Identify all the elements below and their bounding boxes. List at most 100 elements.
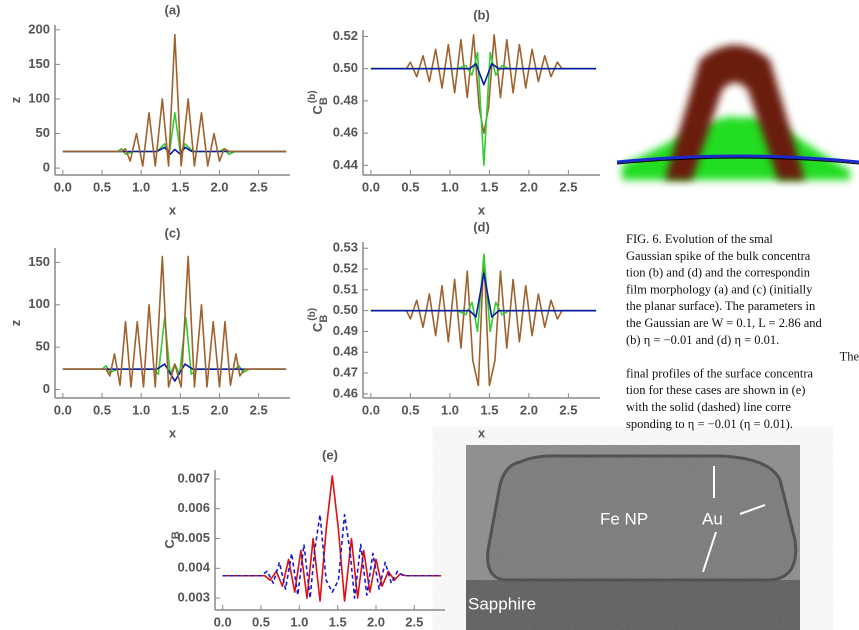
y-tick-label: 0 <box>43 381 50 396</box>
y-axis-label: CB(b) <box>307 308 330 332</box>
y-tick-label: 0.004 <box>177 560 210 575</box>
x-tick-label: 1.0 <box>441 179 459 194</box>
y-tick-label: 0.51 <box>333 281 358 296</box>
y-tick-label: 0.50 <box>333 60 358 75</box>
x-tick-label: 1.0 <box>132 179 150 194</box>
y-tick-label: 150 <box>28 254 50 269</box>
x-tick-label: 1.0 <box>441 402 459 417</box>
panel-title: (c) <box>165 225 181 240</box>
y-axis-label: z <box>8 319 23 326</box>
x-axis-label: x <box>478 202 486 217</box>
y-tick-label: 0.46 <box>333 125 358 140</box>
panel: (e) 0.0 0.5 1.0 1.5 2.0 2.5 0.003 0.004 0.005 0.00… <box>162 447 445 629</box>
y-tick-label: 0.007 <box>177 470 210 485</box>
data-line <box>370 272 597 318</box>
y-tick-label: 50 <box>36 339 50 354</box>
y-tick-label: 150 <box>28 56 50 71</box>
x-tick-label: 2.0 <box>367 614 385 629</box>
x-tick-label: 0.5 <box>93 179 111 194</box>
y-label-base: z <box>8 96 23 103</box>
x-tick-label: 2.5 <box>250 179 268 194</box>
y-label-sub: B <box>318 97 330 105</box>
y-tick-label: 100 <box>28 296 50 311</box>
x-tick-label: 1.5 <box>480 179 498 194</box>
caption-line: FIG. 6. Evolution of the smal <box>626 232 773 246</box>
tem-image: Fe NP Au Sapphire <box>466 445 800 630</box>
caption-line: film morphology (a) and (c) (initially <box>626 282 813 296</box>
y-label-sub: B <box>318 315 330 323</box>
x-axis-label: x <box>169 425 177 440</box>
data-line <box>222 513 442 599</box>
x-tick-label: 1.5 <box>480 402 498 417</box>
y-label-sub: B <box>170 531 182 539</box>
y-tick-label: 0.46 <box>333 385 358 400</box>
y-label-sup: (b) <box>307 308 318 321</box>
x-tick-label: 2.0 <box>520 402 538 417</box>
x-axis-label: x <box>478 425 486 440</box>
x-tick-label: 1.5 <box>171 179 189 194</box>
y-tick-label: 100 <box>28 90 50 105</box>
y-tick-label: 0.44 <box>333 157 359 172</box>
data-line <box>370 253 597 333</box>
panel-title: (e) <box>322 447 338 462</box>
caption-line: with the solid (dashed) line corre <box>626 400 791 414</box>
data-line <box>222 475 442 602</box>
y-tick-label: 0.52 <box>333 260 358 275</box>
x-tick-label: 0.5 <box>401 179 419 194</box>
caption: FIG. 6. Evolution of the smal Gaussian sp… <box>626 232 859 431</box>
y-tick-label: 0.003 <box>177 590 210 605</box>
x-tick-label: 1.5 <box>329 614 347 629</box>
y-axis-label: z <box>8 96 23 103</box>
caption-line: the Gaussian are W = 0.1, L = 2.86 and <box>626 316 823 330</box>
y-tick-label: 0.005 <box>177 530 210 545</box>
panel-title: (b) <box>473 7 490 22</box>
x-tick-label: 0.0 <box>54 179 72 194</box>
arch-render <box>616 40 859 180</box>
data-line <box>62 255 287 388</box>
panel-title: (a) <box>165 2 181 17</box>
x-tick-label: 1.0 <box>290 614 308 629</box>
y-label-base: z <box>8 319 23 326</box>
y-tick-label: 0.47 <box>333 364 358 379</box>
caption-line: Gaussian spike of the bulk concentra <box>626 249 811 263</box>
data-line <box>62 146 287 156</box>
data-line <box>370 34 597 134</box>
y-label-base: C <box>162 539 177 549</box>
y-label-base: C <box>310 105 325 115</box>
caption-line: (b) η = −0.01 and (d) η = 0.01. <box>626 333 779 347</box>
y-axis-label: CB(b) <box>307 90 330 114</box>
x-tick-label: 0.0 <box>362 402 380 417</box>
panel: (a) 0.0 0.5 1.0 1.5 2.0 2.5 0 50 100 150 200 x z <box>8 2 290 217</box>
x-tick-label: 1.0 <box>132 402 150 417</box>
data-line <box>370 51 597 167</box>
caption-line: sponding to η = −0.01 (η = 0.01). <box>626 417 793 431</box>
panel: (c) 0.0 0.5 1.0 1.5 2.0 2.5 0 50 100 150 x z <box>8 225 290 440</box>
y-label-sup: (b) <box>307 90 318 103</box>
x-tick-label: 2.5 <box>559 179 577 194</box>
x-tick-label: 2.0 <box>520 179 538 194</box>
x-tick-label: 0.0 <box>362 179 380 194</box>
panel: (b) 0.0 0.5 1.0 1.5 2.0 2.5 0.44 0.46 0.48 0.50 0.5… <box>307 7 600 217</box>
data-line <box>370 63 597 86</box>
tem-label: Fe NP <box>600 509 648 528</box>
y-tick-label: 0.53 <box>333 240 358 255</box>
x-tick-label: 2.5 <box>250 402 268 417</box>
y-tick-label: 0.50 <box>333 302 358 317</box>
tem-label: Au <box>702 509 723 528</box>
y-tick-label: 50 <box>36 125 50 140</box>
caption-line: The <box>840 350 859 364</box>
y-tick-label: 0.48 <box>333 344 358 359</box>
x-tick-label: 2.5 <box>559 402 577 417</box>
y-tick-label: 0.49 <box>333 323 358 338</box>
y-tick-label: 0.006 <box>177 500 210 515</box>
y-tick-label: 200 <box>28 21 50 36</box>
y-tick-label: 0.48 <box>333 92 358 107</box>
x-tick-label: 2.0 <box>210 179 228 194</box>
panel-title: (d) <box>473 219 490 234</box>
caption-line: tion (b) and (d) and the correspondin <box>626 266 811 280</box>
caption-line: final profiles of the surface concentra <box>626 366 814 380</box>
x-tick-label: 0.0 <box>54 402 72 417</box>
x-tick-label: 0.0 <box>214 614 232 629</box>
